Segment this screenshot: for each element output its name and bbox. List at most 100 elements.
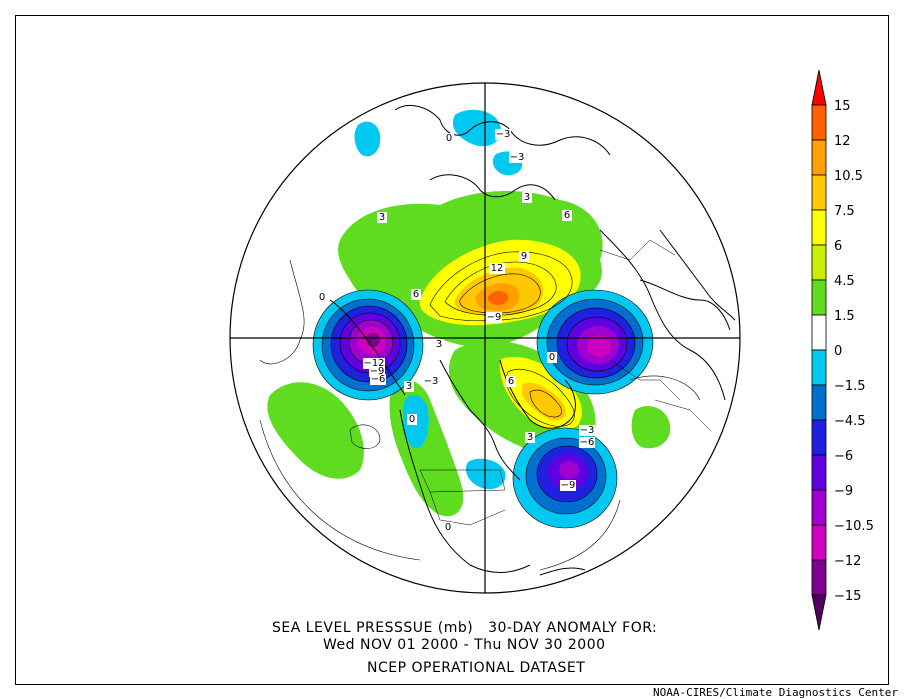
contour-label: −9 <box>370 366 385 377</box>
colorbar-band <box>811 559 827 596</box>
colorbar-tick-label: 1.5 <box>834 309 855 324</box>
colorbar-tick-label: 15 <box>834 99 851 114</box>
contour-label-bg <box>443 522 453 533</box>
high-gold-greenland <box>522 382 566 421</box>
borders <box>419 239 711 526</box>
positive-region-pacific <box>267 382 364 479</box>
colorbar-tick-label: −12 <box>834 554 861 569</box>
contour-label: −3 <box>510 152 525 163</box>
colorbar-tick-label: 7.5 <box>834 204 855 219</box>
contour-label-bg <box>444 133 454 144</box>
contour-label-bg <box>377 212 387 223</box>
contour-label-bg <box>370 374 386 385</box>
colorbar-tick-label: 0 <box>834 344 842 359</box>
high-core-arctic <box>487 290 509 305</box>
contour-label: −3 <box>424 376 439 387</box>
negative-patch-north <box>452 109 501 147</box>
colorbar-tick-label: −4.5 <box>834 414 866 429</box>
colorbar-tick-label: 4.5 <box>834 274 855 289</box>
contour-label: 0 <box>549 352 555 363</box>
contour-label: 9 <box>521 251 527 262</box>
colorbar-band <box>811 209 827 246</box>
positive-region-atlantic <box>631 405 671 449</box>
contour-label-bg <box>486 312 502 323</box>
contour-label: 6 <box>413 289 419 300</box>
colorbar-band <box>811 314 827 351</box>
contour-label: −12 <box>363 358 384 369</box>
colorbar-tick-label: −1.5 <box>834 379 866 394</box>
contour-label: 3 <box>524 192 530 203</box>
colorbar-band <box>811 139 827 176</box>
contour-label-bg <box>489 263 505 274</box>
negative-patch-east-us <box>465 458 506 490</box>
colorbar-band <box>811 454 827 491</box>
caption-line-2: Wed NOV 01 2000 - Thu NOV 30 2000 <box>323 637 606 653</box>
contour-label-bg <box>495 129 511 140</box>
coastlines <box>329 105 736 576</box>
colorbar-band <box>811 349 827 386</box>
colorbar-band <box>811 104 827 141</box>
contour-label-bg <box>579 437 595 448</box>
colorbar-tick-label: −10.5 <box>834 519 874 534</box>
contour-label-bg <box>423 376 439 387</box>
low-eurasia <box>537 290 653 394</box>
colorbar-tick-label: 12 <box>834 134 851 149</box>
colorbar: 15 12 10.5 7.5 6 4.5 1.5 0 −1.5 −4.5 −6 −9 −10.5 −12 −… <box>811 69 874 631</box>
low-atlantic <box>513 428 617 528</box>
contour-label: −6 <box>371 374 386 385</box>
contour-label: 3 <box>406 381 412 392</box>
colorbar-tick-label: −6 <box>834 449 853 464</box>
contour-label: 0 <box>445 522 451 533</box>
colorbar-band <box>811 384 827 421</box>
contour-label: −9 <box>561 480 576 491</box>
colorbar-band <box>811 174 827 211</box>
contour-label-bg <box>579 425 595 436</box>
colorbar-tick-label: −15 <box>834 589 861 604</box>
contour-label: −3 <box>580 425 595 436</box>
contour-label: 6 <box>508 376 514 387</box>
caption-line-3: NCEP OPERATIONAL DATASET <box>367 660 586 676</box>
contour-label: 3 <box>379 212 385 223</box>
colorbar-tick-label: 6 <box>834 239 842 254</box>
contour-label-bg <box>519 251 529 262</box>
contour-label-bg <box>522 192 532 203</box>
contour-lines <box>259 251 701 571</box>
colorbar-top-arrow <box>811 69 827 106</box>
contour-label: 0 <box>319 292 325 303</box>
contour-label-bg <box>509 152 525 163</box>
contour-label-bg <box>434 339 444 350</box>
contour-label: 0 <box>409 414 415 425</box>
contour-label: 12 <box>491 263 504 274</box>
contour-label: 0 <box>446 133 452 144</box>
contour-label: −9 <box>487 312 502 323</box>
contour-label-bg <box>404 381 414 392</box>
contour-label: 6 <box>564 210 570 221</box>
contour-label-bg <box>317 292 327 303</box>
contour-label-bg <box>363 358 385 369</box>
colorbar-bottom-arrow <box>811 594 827 631</box>
colorbar-tick-label: −9 <box>834 484 853 499</box>
colorbar-band <box>811 489 827 526</box>
colorbar-band <box>811 279 827 316</box>
contour-label-bg <box>411 289 421 300</box>
contour-label-bg <box>369 366 385 377</box>
contour-label-bg <box>547 352 557 363</box>
caption-line-1: SEA LEVEL PRESSSUE (mb) 30-DAY ANOMALY F… <box>272 620 658 636</box>
contour-label-bg <box>506 376 516 387</box>
credit-text: NOAA-CIRES/Climate Diagnostics Center <box>652 686 898 699</box>
colorbar-tick-label: 10.5 <box>834 169 863 184</box>
colorbar-band <box>811 244 827 281</box>
contour-label: −3 <box>496 129 511 140</box>
contour-label-bg <box>525 432 535 443</box>
negative-patch-nw <box>354 121 381 157</box>
low-pacific <box>313 290 423 400</box>
contour-label: 3 <box>436 339 442 350</box>
contour-label: −6 <box>580 437 595 448</box>
colorbar-band <box>811 524 827 561</box>
contour-label-bg <box>407 414 417 425</box>
colorbar-band <box>811 419 827 456</box>
contour-label-bg <box>562 210 572 221</box>
anomaly-fields <box>259 105 736 576</box>
